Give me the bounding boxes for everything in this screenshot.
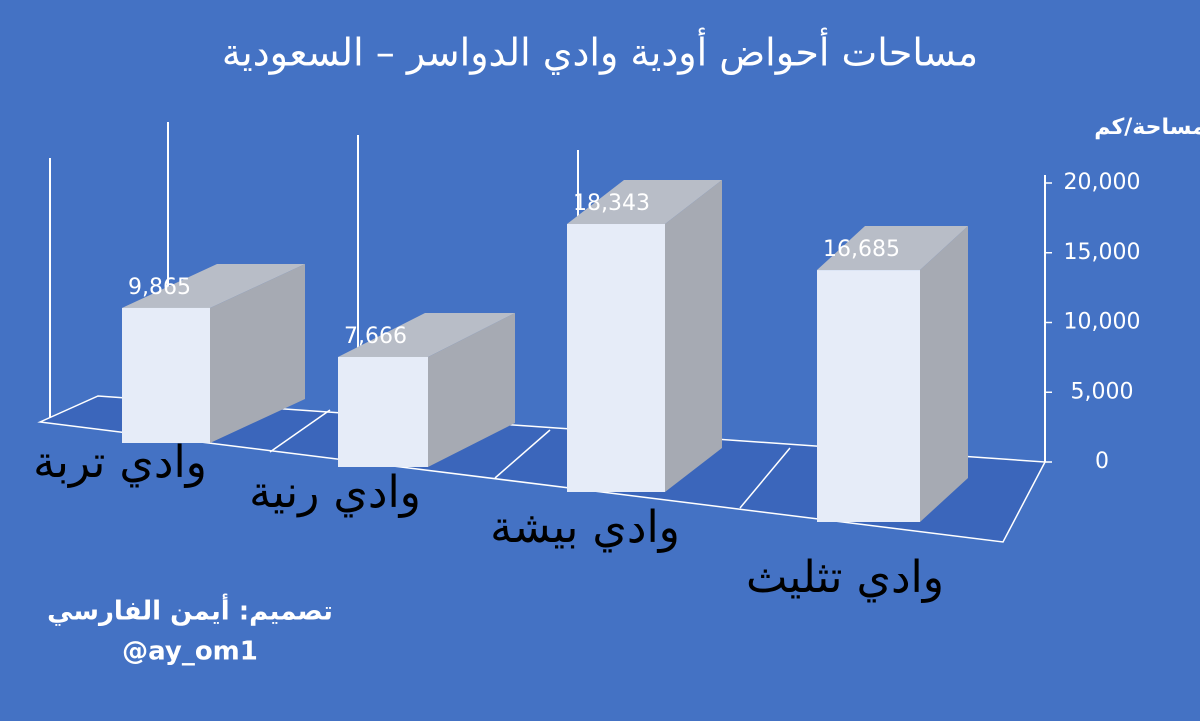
bar (817, 270, 920, 522)
y-tick-label: 20,000 (1064, 170, 1141, 195)
bar-side (210, 263, 305, 443)
floor-divider (739, 447, 791, 509)
data-label: 7,666 (344, 324, 407, 349)
data-label: 9,865 (128, 275, 191, 300)
floor-divider (494, 429, 551, 479)
bar (122, 307, 210, 443)
x-tick-label: وادي رنية (249, 467, 421, 518)
y-tick-label: 10,000 (1064, 310, 1141, 335)
x-tick-label: وادي بيشة (490, 502, 680, 553)
bar-side (428, 312, 515, 467)
x-tick-label: وادي تربة (33, 437, 207, 488)
credit-handle: @ay_om1 (122, 637, 258, 667)
chart-title: مساحات أحواض أودية وادي الدواسر – السعود… (222, 28, 978, 76)
floor-divider (269, 409, 331, 453)
bar (338, 356, 428, 467)
credit-designer: تصميم: أيمن الفارسي (47, 594, 333, 627)
x-tick-label: وادي تثليث (746, 552, 944, 603)
y-tick-label: 15,000 (1064, 240, 1141, 265)
data-label: 16,685 (823, 237, 900, 262)
bar-top (338, 312, 515, 357)
bar-top (122, 263, 305, 308)
bar-side (920, 226, 968, 522)
bar-side (665, 180, 722, 492)
data-label: 18,343 (573, 191, 650, 216)
bar-top (567, 180, 722, 225)
y-axis-label: مساحة/كم (1094, 115, 1200, 140)
y-tick-label: 0 (1095, 449, 1109, 474)
bar (567, 224, 665, 492)
y-tick-label: 5,000 (1071, 379, 1134, 404)
bar-top (817, 226, 968, 271)
